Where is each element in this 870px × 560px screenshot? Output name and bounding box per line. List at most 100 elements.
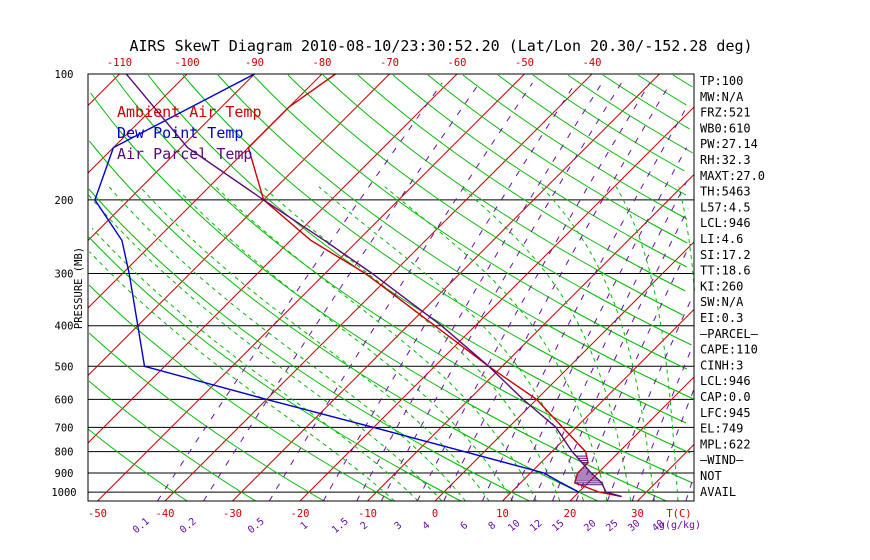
bottom-temp-tick: -40: [156, 508, 175, 520]
pressure-tick-200: 200: [55, 195, 74, 207]
mixing-ratio-line: [157, 82, 443, 502]
index-item: MAXT:27.0: [700, 169, 765, 183]
isotherm: [164, 73, 593, 502]
legend-item-dewpoint: Dew Point Temp: [117, 124, 243, 142]
dry-adiabat: [88, 284, 393, 502]
pressure-tick-900: 900: [55, 468, 74, 480]
bottom-temp-tick: -20: [291, 508, 310, 520]
moist-adiabat: [87, 193, 443, 502]
moist-adiabat: [139, 186, 490, 502]
dry-adiabat: [112, 74, 694, 484]
index-item: MW:N/A: [700, 90, 744, 104]
bottom-temp-tick: 10: [496, 508, 509, 520]
index-item: TP:100: [700, 74, 743, 88]
isotherm: [97, 73, 525, 502]
mixing-ratio-line: [416, 82, 651, 502]
index-item: MPL:622: [700, 437, 751, 451]
mixing-ratio-tick: 3: [393, 520, 405, 532]
legend-item-ambient: Ambient Air Temp: [117, 103, 262, 121]
series-ambient-line: [247, 73, 622, 498]
top-temp-tick: -90: [245, 57, 264, 69]
index-item: L57:4.5: [700, 200, 751, 214]
moist-adiabat: [262, 186, 561, 502]
mixing-ratio-tick: 4: [421, 520, 433, 532]
pressure-tick-1000: 1000: [51, 487, 76, 499]
index-item: TT:18.6: [700, 264, 751, 278]
isotherm: [87, 73, 188, 174]
mixing-ratio-tick: 0.2: [178, 516, 199, 536]
mixing-ratio-line: [575, 243, 691, 502]
dry-adiabat: [287, 74, 692, 346]
mixing-ratio-line: [203, 82, 480, 502]
bottom-temp-tick: -10: [358, 508, 377, 520]
mixing-ratio-tick: 25: [604, 518, 620, 534]
legend: Ambient Air Temp Dew Point Temp Air Parc…: [117, 103, 262, 163]
dry-adiabat: [217, 74, 694, 400]
pressure-tick-300: 300: [55, 269, 74, 281]
mixing-ratio-line: [685, 475, 695, 502]
top-temp-tick: -50: [515, 57, 534, 69]
top-temp-tick: -60: [448, 57, 467, 69]
isotherm: [87, 73, 255, 241]
mixing-ratio-line: [380, 82, 622, 502]
dry-adiabat: [532, 74, 685, 172]
moist-adiabat: [108, 186, 466, 502]
dry-adiabat: [567, 74, 693, 154]
index-item: —WIND—: [700, 453, 744, 467]
mixing-ratio-tick: 20: [582, 518, 598, 534]
index-item: NOT: [700, 469, 722, 483]
moist-adiabat: [215, 186, 537, 502]
mixing-ratio-line: [631, 346, 693, 502]
bottom-temp-tick: -50: [88, 508, 107, 520]
dry-adiabat: [392, 74, 688, 268]
mixing-ratio-line: [533, 180, 688, 502]
moist-adiabat: [91, 228, 419, 502]
index-item: LCL:946: [700, 374, 751, 388]
mixing-ratio-line: [652, 389, 695, 502]
top-temp-tick: -100: [174, 57, 199, 69]
moist-adiabat: [384, 186, 608, 502]
bottom-axis-unit: T(C): [666, 508, 691, 520]
chart-title: AIRS SkewT Diagram 2010-08-10/23:30:52.2…: [129, 37, 752, 55]
pressure-tick-800: 800: [55, 447, 74, 459]
index-item: CAPE:110: [700, 343, 758, 357]
dry-adiabat: [88, 188, 530, 502]
dry-adiabat: [322, 74, 684, 316]
index-item: EI:0.3: [700, 311, 743, 325]
mixing-ratio-tick: 8: [487, 520, 499, 532]
mixing-ratio-tick: 10: [506, 518, 522, 534]
index-item: SW:N/A: [700, 295, 744, 309]
dry-adiabat: [427, 74, 688, 244]
top-temp-tick: -40: [583, 57, 602, 69]
y-axis-label: PRESSURE (MB): [73, 247, 85, 329]
pressure-tick-100: 100: [55, 69, 74, 81]
mixing-ratio-line: [268, 82, 533, 502]
index-item: PW:27.14: [700, 137, 758, 151]
dry-adiabat: [462, 74, 688, 220]
dry-adiabat: [357, 74, 686, 292]
moist-adiabat: [615, 186, 679, 502]
dry-adiabat: [182, 74, 687, 424]
mixing-ratio-unit: g(g/kg): [659, 520, 701, 531]
mixing-ratio-tick: 0.1: [131, 516, 152, 536]
mixing-ratio-line: [443, 82, 671, 502]
index-item: CAP:0.0: [700, 390, 751, 404]
index-item: —PARCEL—: [700, 327, 759, 341]
bottom-temp-tick: 0: [432, 508, 438, 520]
index-item: KI:260: [700, 279, 743, 293]
dry-adiabat: [87, 428, 188, 502]
dry-adiabat: [88, 332, 325, 502]
index-item: LFC:945: [700, 406, 751, 420]
index-item: SI:17.2: [700, 248, 751, 262]
dry-adiabat: [88, 236, 462, 502]
mixing-ratio-line: [510, 147, 688, 502]
pressure-tick-600: 600: [55, 394, 74, 406]
moist-adiabat: [89, 251, 395, 502]
dry-adiabat: [637, 74, 687, 106]
index-item: CINH:3: [700, 358, 743, 372]
isotherm: [637, 444, 695, 502]
mixing-ratio-tick: 15: [550, 518, 566, 534]
